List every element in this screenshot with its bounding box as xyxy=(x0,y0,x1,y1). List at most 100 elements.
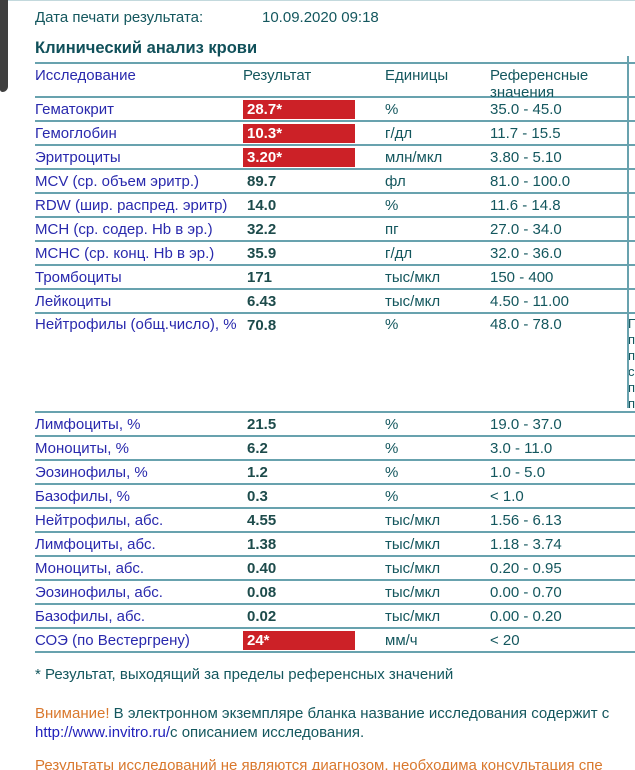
reference-range: 3.0 - 11.0 xyxy=(490,439,553,457)
table-row: Эритроциты 3.20* млн/мкл 3.80 - 5.10 xyxy=(35,146,635,170)
table-row: СОЭ (по Вестергрену) 24* мм/ч < 20 xyxy=(35,629,635,653)
result-cell: 3.20* xyxy=(243,147,385,167)
table-body: Гематокрит 28.7*% 35.0 - 45.0 Гемоглобин 10.… xyxy=(35,98,635,653)
table-row: Моноциты, абс. 0.40 тыс/мкл 0.20 - 0.95 xyxy=(35,557,635,581)
reference-range: 32.0 - 36.0 xyxy=(490,244,562,262)
test-name: Тромбоциты xyxy=(35,268,122,286)
table-row: MCH (ср. содер. Hb в эр.) 32.2 пг 27.0 - 34… xyxy=(35,218,635,242)
table-row: MCV (ср. объем эритр.) 89.7 фл 81.0 - 100.0 xyxy=(35,170,635,194)
attention-label: Внимание! xyxy=(35,705,110,722)
test-name: Моноциты, абс. xyxy=(35,559,145,577)
result-value: 14.0 xyxy=(247,196,277,214)
print-date-label: Дата печати результата: xyxy=(35,9,204,26)
result-value-out-of-range: 10.3* xyxy=(243,123,355,143)
result-cell: 1.2 xyxy=(243,463,385,482)
print-date-row: Дата печати результата: 10.09.2020 09:18 xyxy=(35,9,635,26)
result-value: 0.40 xyxy=(247,559,277,577)
reference-range: 27.0 - 34.0 xyxy=(490,220,562,238)
units: тыс/мкл xyxy=(385,583,441,601)
result-value: 1.38 xyxy=(247,535,277,553)
test-name: СОЭ (по Вестергрену) xyxy=(35,631,190,649)
result-value: 0.02 xyxy=(247,607,277,625)
units: тыс/мкл xyxy=(385,559,441,577)
reference-range: < 20 xyxy=(490,631,520,649)
units: % xyxy=(385,415,399,433)
table-row: Моноциты, % 6.2% 3.0 - 11.0 xyxy=(35,437,635,461)
reference-range: 48.0 - 78.0 xyxy=(490,316,562,333)
result-value: 4.55 xyxy=(247,511,277,529)
units: пг xyxy=(385,220,399,238)
result-value: 0.08 xyxy=(247,583,277,601)
table-row: Базофилы, % 0.3% < 1.0 xyxy=(35,485,635,509)
result-value: 171 xyxy=(247,268,273,286)
reference-range: 11.7 - 15.5 xyxy=(490,124,561,142)
section-title: Клинический анализ крови xyxy=(35,39,258,57)
test-name: RDW (шир. распред. эритр) xyxy=(35,196,228,214)
table-row: Лимфоциты, % 21.5% 19.0 - 37.0 xyxy=(35,413,635,437)
units: % xyxy=(385,439,399,457)
test-name: Лейкоциты xyxy=(35,292,112,310)
comment-column-divider xyxy=(627,56,629,408)
result-cell: 1.38 xyxy=(243,535,385,554)
result-cell: 0.3 xyxy=(243,487,385,506)
units: фл xyxy=(385,172,406,190)
table-row: Гемоглобин 10.3* г/дл 11.7 - 15.5 xyxy=(35,122,635,146)
test-name: Лимфоциты, % xyxy=(35,415,141,433)
reference-range: 1.0 - 5.0 xyxy=(490,463,546,481)
test-name: Лимфоциты, абс. xyxy=(35,535,156,553)
header-units: Единицы xyxy=(385,67,449,84)
units: тыс/мкл xyxy=(385,535,441,553)
result-cell: 0.40 xyxy=(243,559,385,578)
units: тыс/мкл xyxy=(385,511,441,529)
result-value-out-of-range: 3.20* xyxy=(243,147,355,167)
units: тыс/мкл xyxy=(385,292,441,310)
table-row: MCHC (ср. конц. Hb в эр.) 35.9 г/дл 32.0 - … xyxy=(35,242,635,266)
header-test: Исследование xyxy=(35,67,136,84)
result-cell: 0.02 xyxy=(243,607,385,626)
reference-range: 0.00 - 0.20 xyxy=(490,607,562,625)
result-cell: 70.8 xyxy=(243,316,385,335)
test-name: Нейтрофилы (общ.число), % xyxy=(35,316,237,333)
result-cell: 32.2 xyxy=(243,220,385,239)
table-header-row: Исследование Результат Единицы Референсн… xyxy=(35,64,635,101)
result-cell: 6.43 xyxy=(243,292,385,311)
print-date-value: 10.09.2020 09:18 xyxy=(262,9,379,26)
test-name: MCHC (ср. конц. Hb в эр.) xyxy=(35,244,215,262)
reference-range: 81.0 - 100.0 xyxy=(490,172,571,190)
result-cell: 4.55 xyxy=(243,511,385,530)
units: г/дл xyxy=(385,124,413,142)
table-row: Эозинофилы, % 1.2% 1.0 - 5.0 xyxy=(35,461,635,485)
reference-range: 150 - 400 xyxy=(490,268,554,286)
units: мм/ч xyxy=(385,631,418,649)
result-value-out-of-range: 28.7* xyxy=(243,99,355,119)
reference-range: 4.50 - 11.00 xyxy=(490,292,569,310)
attention-link-suffix: с описанием исследования. xyxy=(170,724,365,741)
result-cell: 28.7* xyxy=(243,99,385,119)
result-value: 1.2 xyxy=(247,463,268,481)
result-cell: 10.3* xyxy=(243,123,385,143)
test-name: Моноциты, % xyxy=(35,439,129,457)
result-value: 32.2 xyxy=(247,220,277,238)
disclaimer-note: Результаты исследований не являются диаг… xyxy=(35,757,603,770)
report-content: Дата печати результата: 10.09.2020 09:18 … xyxy=(35,0,635,770)
units: млн/мкл xyxy=(385,148,443,166)
table-row: Лейкоциты 6.43 тыс/мкл 4.50 - 11.00 xyxy=(35,290,635,314)
units: % xyxy=(385,196,399,214)
result-value-out-of-range: 24* xyxy=(243,630,355,650)
units: тыс/мкл xyxy=(385,268,441,286)
result-cell: 0.08 xyxy=(243,583,385,602)
units: % xyxy=(385,316,399,333)
result-value: 35.9 xyxy=(247,244,277,262)
table-row: Гематокрит 28.7*% 35.0 - 45.0 xyxy=(35,98,635,122)
result-value: 6.43 xyxy=(247,292,277,310)
header-result: Результат xyxy=(243,67,312,84)
reference-range: 11.6 - 14.8 xyxy=(490,196,561,214)
invitro-link[interactable]: http://www.invitro.ru/ xyxy=(35,724,171,741)
units: % xyxy=(385,100,399,118)
test-name: Базофилы, абс. xyxy=(35,607,146,625)
result-value: 21.5 xyxy=(247,415,277,433)
test-name: Эритроциты xyxy=(35,148,121,166)
test-name: MCV (ср. объем эритр.) xyxy=(35,172,200,190)
result-cell: 35.9 xyxy=(243,244,385,263)
